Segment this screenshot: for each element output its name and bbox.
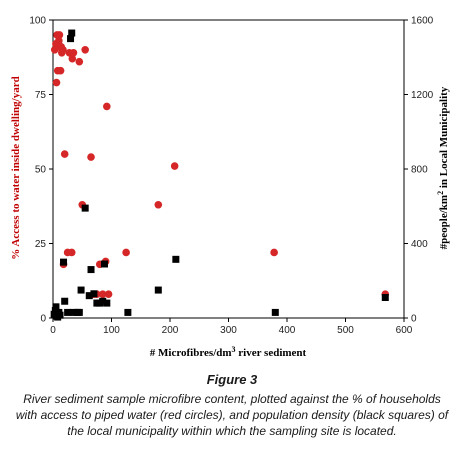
figure-caption: River sediment sample microfibre content… [15,392,449,438]
square-point [52,303,60,311]
square-point [56,311,64,319]
circle-point [270,248,278,257]
x-tick-label: 0 [50,325,56,336]
data-points [50,29,390,321]
x-tick-label: 500 [337,325,354,336]
x-tick-label: 200 [162,325,179,336]
circle-point [56,66,65,75]
square-point [124,308,132,316]
square-point [75,308,83,316]
y-axis-right-title: #people/km2 in Local Municipality [436,86,450,249]
circle-point [68,54,77,63]
circle-point [104,290,113,298]
scatter-chart: 0 100 200 300 400 500 600025507510004008001200… [10,16,450,360]
circle-point [81,46,89,54]
circle-point [75,57,84,66]
x-tick-label: 300 [220,325,237,336]
circle-point [69,48,78,57]
square-point [90,290,98,298]
circle-point [154,200,163,209]
circle-point [103,102,111,111]
y-right-tick-label: 1600 [411,16,434,27]
circle-point [52,78,61,87]
y-axis-left-title: % Access to water inside dwelling/yard [10,76,22,259]
square-point [154,286,162,294]
square-point [64,308,72,316]
y-left-tick-label: 0 [40,314,46,325]
y-right-tick-label: 0 [411,314,417,325]
x-tick-label: 600 [396,325,413,336]
y-left-tick-label: 100 [29,16,46,27]
square-point [51,307,59,315]
x-axis-title: # Microfibres/dm3 river sediment [150,345,307,359]
square-point [85,292,93,300]
square-point [60,258,68,266]
circle-point [55,37,63,45]
axes: 0 100 200 300 400 500 600025507510004008001200… [29,16,433,337]
x-tick-label: 400 [279,325,296,336]
square-point [100,260,108,268]
square-point [172,255,180,263]
square-point [99,297,107,305]
circle-point [55,31,64,39]
square-point [68,29,76,37]
square-point [81,204,89,212]
x-tick-label: 100 [103,325,120,336]
circle-point [59,46,67,54]
y-right-tick-label: 800 [411,165,428,176]
circle-point [87,153,95,161]
circle-point [60,150,69,158]
square-point [103,299,111,307]
square-point [87,266,95,274]
y-right-tick-label: 400 [411,239,428,250]
square-point [69,308,77,316]
square-point [67,35,75,43]
circle-point [122,248,130,257]
y-right-tick-label: 1200 [411,90,434,101]
square-point [77,286,85,294]
square-point [271,308,279,316]
plot-frame [52,19,405,319]
figure-title: Figure 3 [206,372,258,387]
square-point [61,297,69,305]
circle-point [67,248,76,257]
circle-point [170,162,179,170]
y-left-tick-label: 50 [35,165,47,176]
square-point [381,294,389,302]
y-left-tick-label: 25 [35,239,47,250]
y-left-tick-label: 75 [35,90,47,101]
circle-point [98,290,107,298]
